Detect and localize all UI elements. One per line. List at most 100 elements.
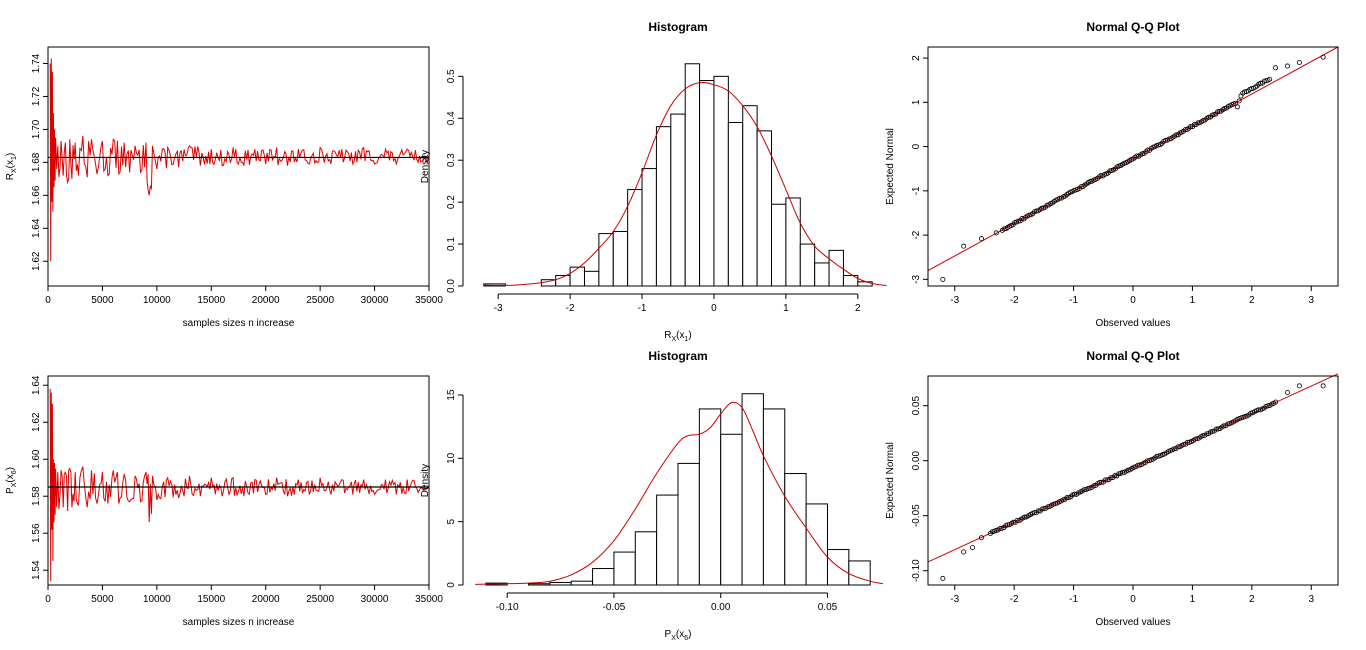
y-tick-label: 5 xyxy=(446,518,457,524)
plot-area xyxy=(927,373,1339,581)
y-tick-label: 1.64 xyxy=(31,218,42,238)
qq-point xyxy=(1320,383,1326,389)
x-tick-label: 3 xyxy=(1308,295,1314,306)
y-axis-label: Density xyxy=(420,150,431,183)
qq-point xyxy=(1320,54,1326,60)
x-tick-label: -3 xyxy=(950,594,959,605)
histogram-bar xyxy=(677,462,700,586)
y-tick-label: 1 xyxy=(911,99,922,105)
qq-point xyxy=(1273,65,1279,71)
x-tick-label: 10000 xyxy=(143,295,171,306)
label-part-sub2: 6 xyxy=(684,635,688,642)
histogram-bar xyxy=(592,568,615,586)
panel-title: Normal Q-Q Plot xyxy=(1086,349,1179,363)
x-tick-label: 5000 xyxy=(91,295,114,306)
label-part-main: R xyxy=(664,330,671,341)
x-axis: -0.10 -0.05 0.00 0.05 PX(x6) xyxy=(496,592,838,642)
qq-point xyxy=(1112,473,1118,479)
histogram-bar xyxy=(741,393,764,586)
plot-frame xyxy=(927,46,1339,287)
x-axis: -3 -2 -1 0 1 2 3 Observed values xyxy=(950,584,1314,628)
qq-point xyxy=(1108,475,1114,481)
label-part-main: P xyxy=(5,487,16,494)
x-tick-label: 35000 xyxy=(415,594,443,605)
y-axis-label: Expected Normal xyxy=(885,128,896,205)
x-tick-label: 2 xyxy=(1249,295,1255,306)
x-tick-label: 30000 xyxy=(361,594,389,605)
histogram-bar xyxy=(641,168,657,287)
y-tick-label: 0 xyxy=(446,582,457,588)
x-axis: 0 5000 10000 15000 20000 25000 30000 35000 sampl… xyxy=(45,285,443,329)
y-tick-label: -2 xyxy=(911,230,922,239)
x-axis-label: PX(x6) xyxy=(665,629,692,642)
label-part-sub1: X xyxy=(671,336,676,343)
qq-point xyxy=(961,549,967,555)
y-tick-label: 0.0 xyxy=(446,279,457,293)
y-tick-label: 1.66 xyxy=(31,185,42,205)
histogram-bar xyxy=(655,126,672,287)
label-part-end: ) xyxy=(5,153,16,156)
histogram-bar xyxy=(713,75,729,287)
histogram-bar xyxy=(727,121,744,287)
panel-qq1: Normal Q-Q Plot -3 -2 -1 0 1 2 3 Observed values… xyxy=(885,20,1339,329)
qq-point xyxy=(1098,479,1104,485)
x-tick-label: -1 xyxy=(1069,594,1078,605)
y-tick-label: -1 xyxy=(911,186,922,195)
y-tick-label: 1.62 xyxy=(31,412,42,432)
label-part-main: R xyxy=(5,173,16,180)
qq-point xyxy=(1284,63,1290,69)
x-tick-label: 1 xyxy=(783,303,789,314)
qq-point xyxy=(1181,442,1187,448)
y-tick-label: 0 xyxy=(911,143,922,149)
y-tick-label: -0.10 xyxy=(911,559,922,582)
histogram-bar xyxy=(742,105,758,287)
x-tick-label: 0 xyxy=(711,303,717,314)
y-tick-label: -0.05 xyxy=(911,504,922,527)
series-line xyxy=(49,388,430,582)
histogram-bar xyxy=(848,560,871,586)
x-tick-label: 0 xyxy=(1130,594,1136,605)
histogram-bar xyxy=(799,243,816,287)
histogram-bar xyxy=(784,473,807,586)
histogram-bar xyxy=(670,113,686,287)
histogram-bar xyxy=(762,408,786,586)
reference-line xyxy=(927,46,1339,271)
y-axis-label: RX(x1) xyxy=(5,153,18,181)
x-tick-label: 15000 xyxy=(197,594,225,605)
x-tick-label: -2 xyxy=(1010,594,1019,605)
label-part-mid: (x xyxy=(676,629,684,640)
x-tick-label: 1 xyxy=(1190,295,1196,306)
y-axis-label: Density xyxy=(420,464,431,497)
histogram-bar xyxy=(720,433,743,586)
label-part-sub1: X xyxy=(671,635,676,642)
x-axis: -3 -2 -1 0 1 2RX(x1) xyxy=(494,293,861,343)
x-tick-label: 0 xyxy=(45,594,51,605)
panel-title: Histogram xyxy=(648,349,707,363)
plot-area xyxy=(483,63,887,287)
x-tick-label: 10000 xyxy=(143,594,171,605)
label-part-sub2: 1 xyxy=(685,336,689,343)
qq-point xyxy=(1171,446,1177,452)
x-tick-label: 5000 xyxy=(91,594,114,605)
plot-area xyxy=(927,46,1339,282)
label-part-end: ) xyxy=(5,467,16,470)
x-axis-label: samples sizes n increase xyxy=(183,617,295,628)
y-tick-label: 1.54 xyxy=(31,560,42,580)
y-tick-label: 1.70 xyxy=(31,119,42,139)
qq-point xyxy=(1221,423,1227,429)
plot-frame xyxy=(927,375,1339,586)
histogram-bar xyxy=(828,249,844,287)
x-axis-label: RX(x1) xyxy=(664,330,692,343)
qq-point xyxy=(940,276,946,282)
y-axis: -3 -2 -1 0 1 2 Expected Normal xyxy=(885,55,929,284)
qq-point xyxy=(1209,428,1215,434)
histogram-bar xyxy=(842,275,859,287)
qq-point xyxy=(1015,218,1021,224)
label-part-mid: (x xyxy=(676,330,684,341)
qq-point xyxy=(1296,59,1302,65)
histogram-bar xyxy=(756,130,773,287)
x-axis-label: Observed values xyxy=(1095,617,1170,628)
label-part-sub1: X xyxy=(11,168,18,173)
qq-point xyxy=(1010,519,1016,525)
